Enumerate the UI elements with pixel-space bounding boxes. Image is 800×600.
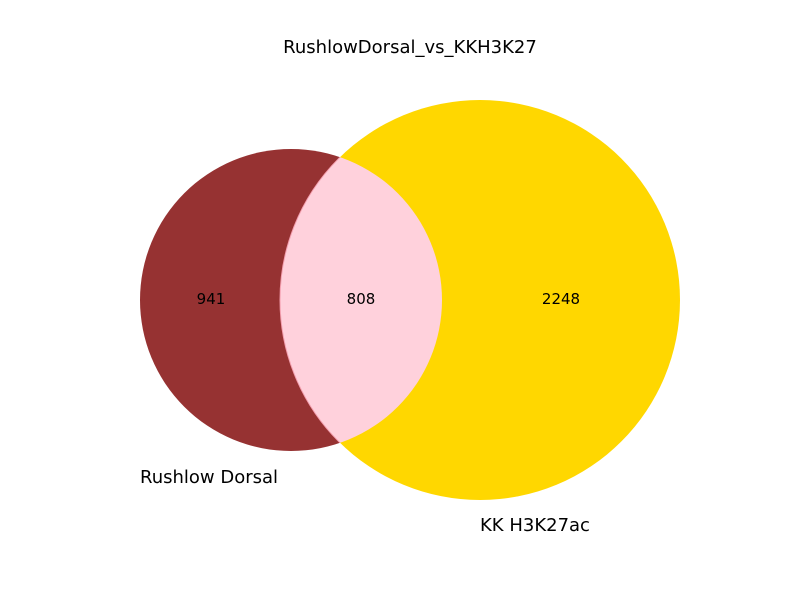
- kk-h3k27ac-only-count: 2248: [542, 290, 580, 308]
- rushlow-dorsal-label: Rushlow Dorsal: [140, 467, 278, 488]
- chart-title: RushlowDorsal_vs_KKH3K27: [283, 37, 537, 58]
- rushlow-dorsal-only-count: 941: [197, 290, 226, 308]
- intersection-region: [279, 149, 442, 451]
- intersection-count: 808: [347, 290, 376, 308]
- kk-h3k27ac-label: KK H3K27ac: [480, 515, 590, 536]
